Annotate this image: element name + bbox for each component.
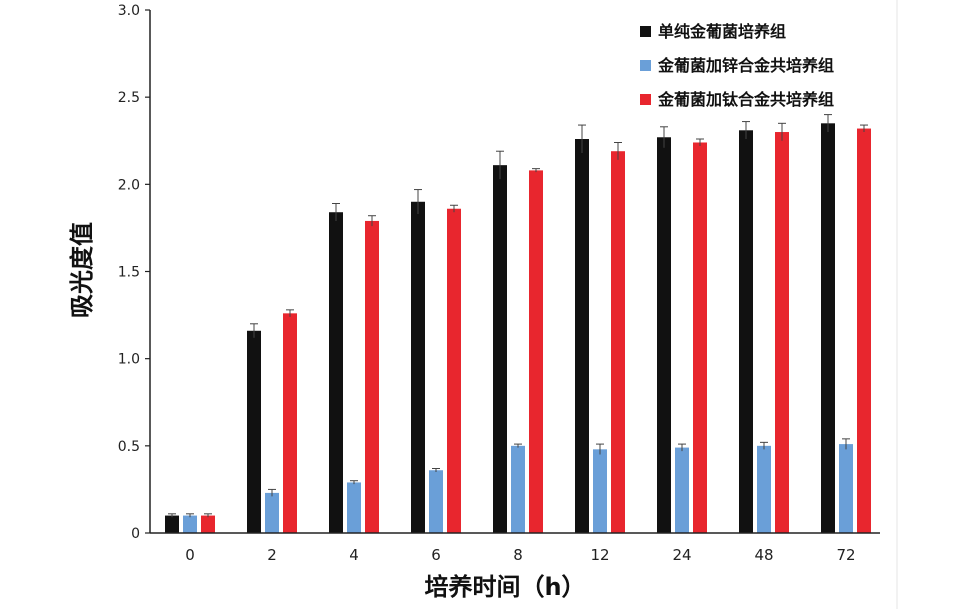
bar	[183, 515, 197, 533]
bar	[611, 151, 625, 533]
x-tick-label: 24	[672, 546, 691, 564]
y-tick-label: 2.0	[118, 177, 140, 193]
bar	[529, 170, 543, 534]
legend-swatch	[640, 60, 651, 71]
bar	[757, 445, 771, 533]
category-labels-layer: 0 2 4 6 8 12 24 48 72	[185, 546, 855, 564]
y-tick-label: 1.0	[118, 352, 140, 368]
bar	[365, 220, 379, 533]
bar	[593, 449, 607, 533]
legend-label: 单纯金葡菌培养组	[658, 22, 786, 41]
x-tick-label: 6	[431, 546, 441, 564]
bar	[329, 212, 343, 533]
bar	[821, 123, 835, 534]
x-tick-label: 12	[590, 546, 609, 564]
bar	[201, 515, 215, 533]
bar	[429, 470, 443, 533]
bar	[247, 330, 261, 533]
y-tick-label: 1.5	[118, 265, 140, 281]
bar	[693, 142, 707, 533]
bar	[857, 128, 871, 533]
legend-label: 金葡菌加钛合金共培养组	[657, 90, 834, 109]
bar	[775, 132, 789, 534]
bar	[575, 139, 589, 534]
legend-swatch	[640, 94, 651, 105]
y-tick-label: 0.5	[118, 439, 140, 455]
bar	[511, 445, 525, 533]
legend-label: 金葡菌加锌合金共培养组	[657, 56, 834, 75]
x-tick-label: 4	[349, 546, 359, 564]
bar	[657, 137, 671, 533]
x-tick-label: 48	[754, 546, 773, 564]
bar	[739, 130, 753, 534]
bar	[447, 208, 461, 534]
x-axis-title: 培养时间（h）	[424, 573, 585, 601]
y-tick-label: 2.5	[118, 90, 140, 106]
bar	[411, 201, 425, 533]
error-bars-layer	[168, 114, 868, 518]
bar	[675, 447, 689, 533]
bars-layer	[165, 123, 871, 534]
y-tick-label: 0	[131, 526, 140, 542]
legend-swatch	[640, 26, 651, 37]
y-axis-title: 吸光度值	[68, 222, 96, 318]
x-tick-label: 2	[267, 546, 277, 564]
y-tick-label: 3.0	[118, 3, 140, 19]
ticks-layer: 0 0.5 1.0 1.5 2.0 2.5 3.0	[118, 3, 150, 542]
bar	[165, 515, 179, 533]
bar	[283, 313, 297, 533]
bar	[347, 482, 361, 533]
bar	[265, 492, 279, 533]
bar	[493, 165, 507, 533]
x-tick-label: 72	[836, 546, 855, 564]
x-tick-label: 8	[513, 546, 523, 564]
bar	[839, 444, 853, 533]
x-tick-label: 0	[185, 546, 195, 564]
